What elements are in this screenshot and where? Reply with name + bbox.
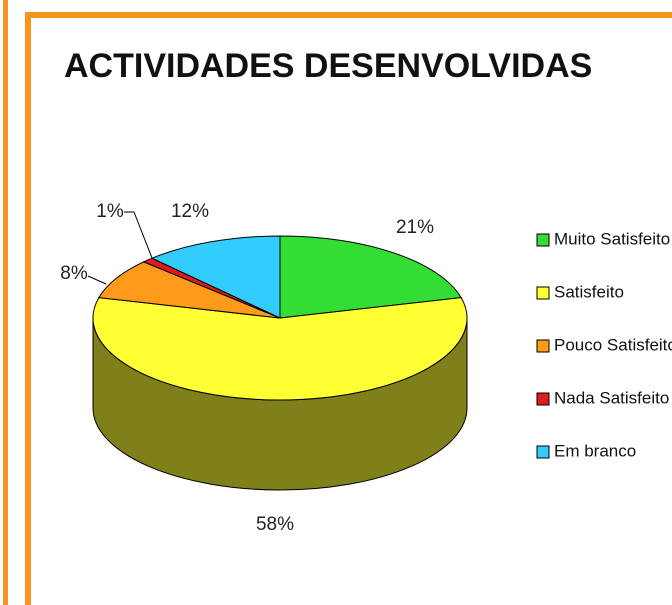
legend-swatch — [536, 392, 550, 406]
legend-swatch — [536, 233, 550, 247]
legend-swatch — [536, 286, 550, 300]
legend-label: Em branco — [554, 441, 636, 460]
frame — [25, 12, 672, 605]
legend-swatch — [536, 445, 550, 459]
slice — [98, 261, 281, 319]
data-label: 1% — [96, 201, 124, 222]
leader-line — [124, 211, 153, 259]
data-label: 12% — [171, 201, 209, 222]
slice — [92, 297, 468, 401]
slice — [279, 235, 462, 319]
legend-label: Nada Satisfeito — [554, 388, 669, 407]
data-label: 8% — [60, 263, 88, 284]
pie: 21% 58% 8% 1% 12% — [60, 201, 468, 535]
legend-label: Muito Satisfeito — [554, 229, 670, 248]
data-label: 58% — [256, 514, 294, 535]
data-label: 21% — [396, 217, 434, 238]
chart-title: ACTIVIDADES DESENVOLVIDAS — [64, 47, 592, 85]
slice — [150, 235, 281, 319]
leader-line — [87, 275, 107, 285]
legend-label: Satisfeito — [554, 282, 624, 301]
legend-label: Pouco Satisfeito — [554, 335, 672, 354]
left-bar — [3, 0, 8, 605]
legend-swatch — [536, 339, 550, 353]
